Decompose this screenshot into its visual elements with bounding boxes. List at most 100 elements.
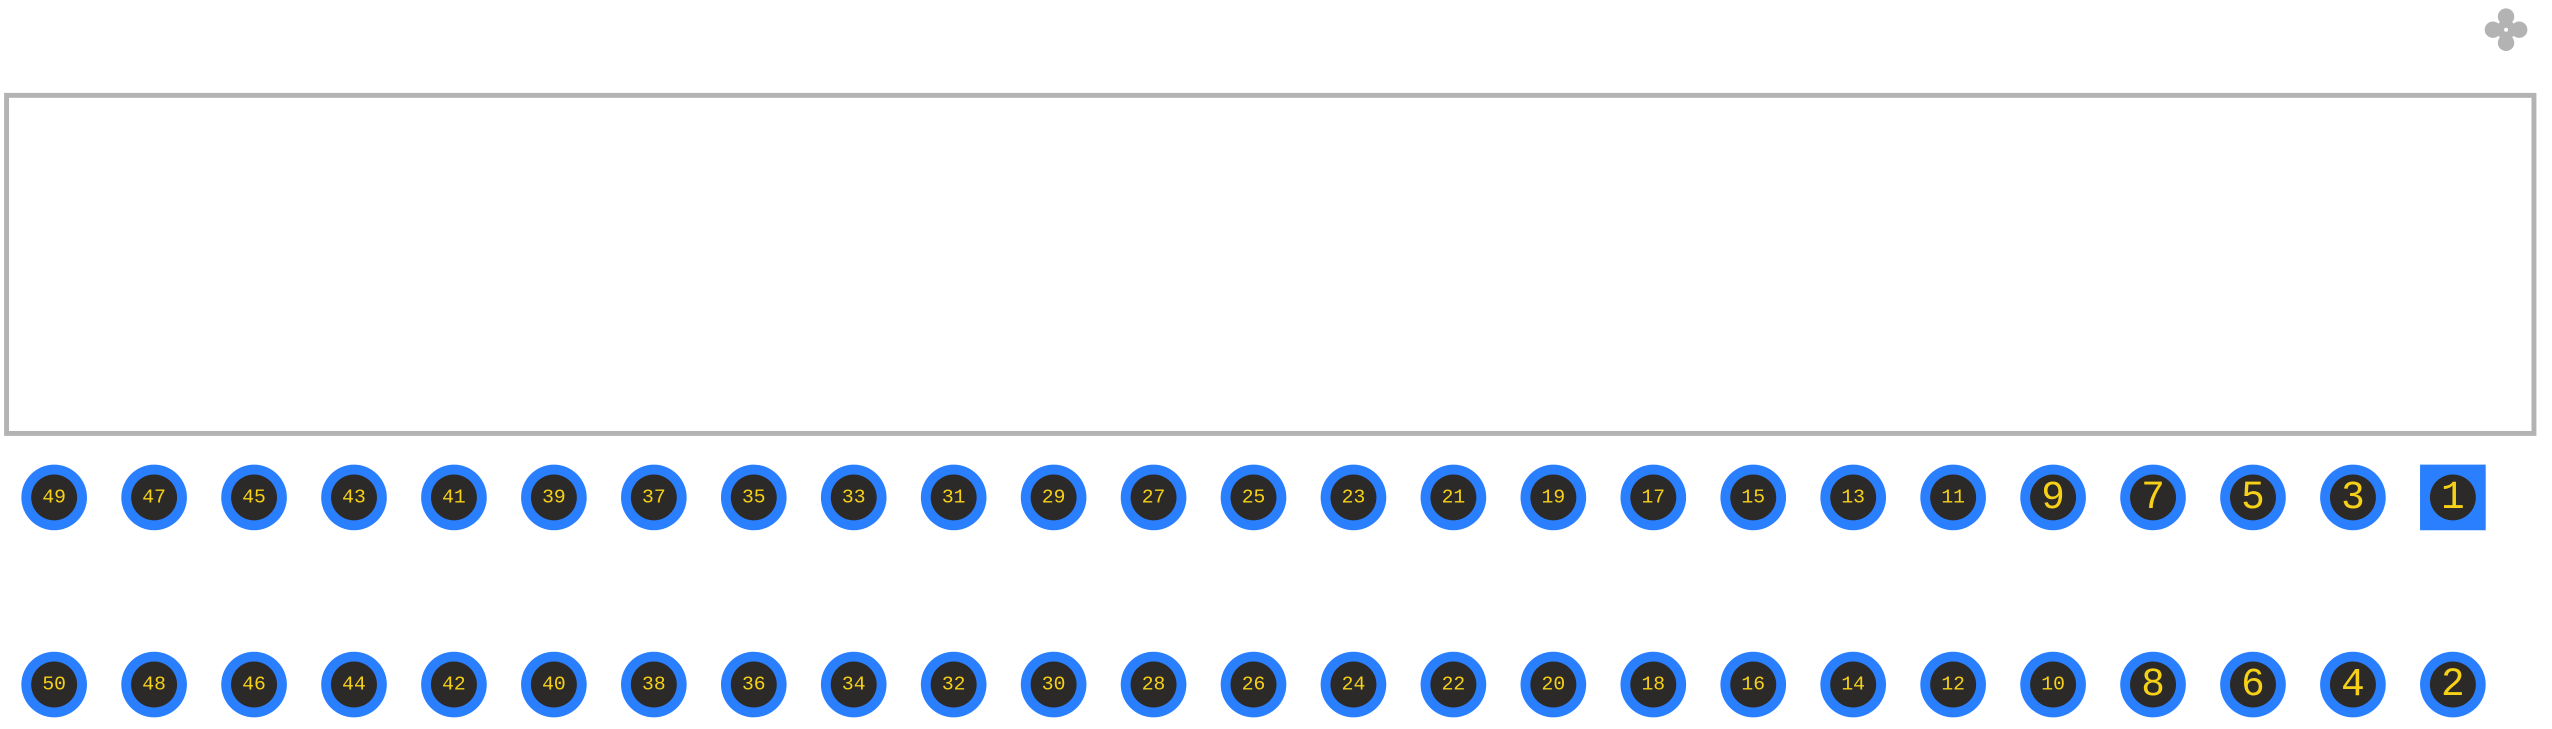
pad-label-44: 44	[342, 674, 366, 696]
pad-13: 13	[1820, 465, 1886, 531]
pad-label-7: 7	[2141, 475, 2165, 520]
pad-label-33: 33	[842, 486, 866, 508]
pad-label-2: 2	[2441, 662, 2465, 707]
pad-4: 4	[2320, 652, 2386, 718]
pad-47: 47	[121, 465, 187, 531]
pad-label-18: 18	[1641, 674, 1665, 696]
pad-3: 3	[2320, 465, 2386, 531]
pad-17: 17	[1620, 465, 1686, 531]
pad-label-23: 23	[1342, 486, 1366, 508]
pad-label-25: 25	[1242, 486, 1266, 508]
pad-label-27: 27	[1142, 486, 1166, 508]
footprint-diagram: 4947454341393735333129272523211917151311…	[0, 0, 2552, 729]
pad-27: 27	[1121, 465, 1187, 531]
pad-label-5: 5	[2241, 475, 2265, 520]
pad-label-19: 19	[1542, 486, 1566, 508]
pad-28: 28	[1121, 652, 1187, 718]
pad-label-43: 43	[342, 486, 366, 508]
pad-39: 39	[521, 465, 587, 531]
pad-label-41: 41	[442, 486, 466, 508]
pad-49: 49	[21, 465, 87, 531]
pad-label-10: 10	[2041, 674, 2065, 696]
pad-label-38: 38	[642, 674, 666, 696]
pad-21: 21	[1421, 465, 1487, 531]
pad-43: 43	[321, 465, 387, 531]
pad-label-20: 20	[1542, 674, 1566, 696]
pad-31: 31	[921, 465, 987, 531]
pad-label-8: 8	[2141, 662, 2165, 707]
pad-label-40: 40	[542, 674, 566, 696]
pad-46: 46	[221, 652, 287, 718]
pad-29: 29	[1021, 465, 1087, 531]
pad-label-15: 15	[1741, 486, 1765, 508]
pad-label-30: 30	[1042, 674, 1066, 696]
pad-50: 50	[21, 652, 87, 718]
pad-8: 8	[2120, 652, 2186, 718]
pad-label-3: 3	[2341, 475, 2365, 520]
pad-24: 24	[1321, 652, 1387, 718]
pad-19: 19	[1521, 465, 1587, 531]
pad-label-21: 21	[1442, 486, 1466, 508]
pad-label-46: 46	[242, 674, 266, 696]
pad-9: 9	[2020, 465, 2086, 531]
pad-label-35: 35	[742, 486, 766, 508]
pad-label-26: 26	[1242, 674, 1266, 696]
pad-label-16: 16	[1741, 674, 1765, 696]
pad-18: 18	[1620, 652, 1686, 718]
pad-32: 32	[921, 652, 987, 718]
pad-label-42: 42	[442, 674, 466, 696]
pad-label-31: 31	[942, 486, 966, 508]
pad-35: 35	[721, 465, 787, 531]
pad-label-37: 37	[642, 486, 666, 508]
pad-26: 26	[1221, 652, 1287, 718]
pad-37: 37	[621, 465, 687, 531]
pad-15: 15	[1720, 465, 1786, 531]
pad-label-32: 32	[942, 674, 966, 696]
pad-1: 1	[2420, 465, 2486, 531]
pad-label-29: 29	[1042, 486, 1066, 508]
pad-41: 41	[421, 465, 487, 531]
pad-6: 6	[2220, 652, 2286, 718]
pad-36: 36	[721, 652, 787, 718]
pad-label-14: 14	[1841, 674, 1865, 696]
pad-label-48: 48	[142, 674, 166, 696]
pad-5: 5	[2220, 465, 2286, 531]
pad-label-22: 22	[1442, 674, 1466, 696]
pad-label-12: 12	[1941, 674, 1965, 696]
pad-label-4: 4	[2341, 662, 2365, 707]
footprint-svg: 4947454341393735333129272523211917151311…	[0, 0, 2552, 729]
pad-2: 2	[2420, 652, 2486, 718]
pad-label-34: 34	[842, 674, 866, 696]
pad-48: 48	[121, 652, 187, 718]
pad-label-28: 28	[1142, 674, 1166, 696]
pad-44: 44	[321, 652, 387, 718]
pad-22: 22	[1421, 652, 1487, 718]
pad-34: 34	[821, 652, 887, 718]
pad-label-24: 24	[1342, 674, 1366, 696]
pad-label-6: 6	[2241, 662, 2265, 707]
pad-label-45: 45	[242, 486, 266, 508]
pad-label-47: 47	[142, 486, 166, 508]
pad-label-50: 50	[42, 674, 66, 696]
pad-23: 23	[1321, 465, 1387, 531]
pad-16: 16	[1720, 652, 1786, 718]
pad-label-9: 9	[2041, 475, 2065, 520]
pad-33: 33	[821, 465, 887, 531]
pad-label-36: 36	[742, 674, 766, 696]
pad-20: 20	[1521, 652, 1587, 718]
pad-label-39: 39	[542, 486, 566, 508]
pad-38: 38	[621, 652, 687, 718]
pad-14: 14	[1820, 652, 1886, 718]
pad-label-1: 1	[2441, 475, 2465, 520]
pad-11: 11	[1920, 465, 1986, 531]
pad-label-11: 11	[1941, 486, 1965, 508]
pad-42: 42	[421, 652, 487, 718]
pad-label-17: 17	[1641, 486, 1665, 508]
pad-45: 45	[221, 465, 287, 531]
pad-label-13: 13	[1841, 486, 1865, 508]
pad-25: 25	[1221, 465, 1287, 531]
pad-7: 7	[2120, 465, 2186, 531]
pad-10: 10	[2020, 652, 2086, 718]
pad-label-49: 49	[42, 486, 66, 508]
pad-40: 40	[521, 652, 587, 718]
